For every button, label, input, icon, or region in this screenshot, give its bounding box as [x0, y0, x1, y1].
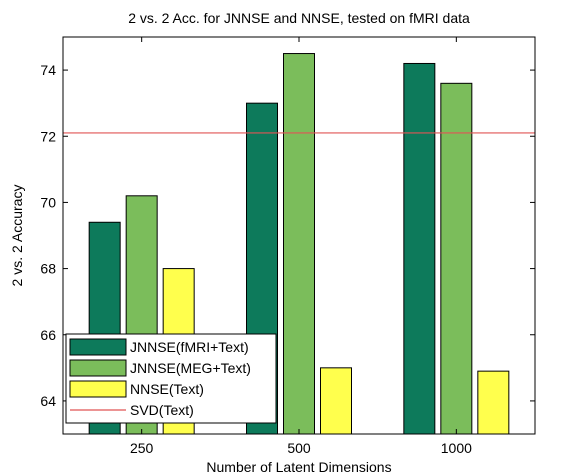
bar-2-1000: [440, 82, 473, 435]
x-axis: 250 500 1000: [130, 37, 472, 456]
y-axis: 64 66 68 70 72 74: [40, 62, 535, 409]
bar-2-500: [283, 53, 315, 435]
legend-label-3: NNSE(Text): [130, 381, 204, 397]
bar-3-1000: [477, 370, 510, 435]
bar-3-500: [320, 367, 352, 435]
y-tick-label: 74: [40, 62, 56, 78]
bar-1-1000: [403, 62, 436, 435]
y-tick-label: 64: [40, 393, 56, 409]
chart-title: 2 vs. 2 Acc. for JNNSE and NNSE, tested …: [128, 10, 470, 26]
y-axis-label: 2 vs. 2 Accuracy: [9, 185, 25, 287]
x-axis-label: Number of Latent Dimensions: [206, 459, 391, 475]
legend-swatch-1: [69, 338, 127, 356]
legend-label-1: JNNSE(fMRI+Text): [130, 339, 249, 355]
x-tick-label: 500: [287, 440, 311, 456]
y-tick-label: 68: [40, 261, 56, 277]
legend-label-4: SVD(Text): [130, 402, 194, 418]
legend-label-2: JNNSE(MEG+Text): [130, 360, 251, 376]
x-tick-label: 1000: [441, 440, 472, 456]
legend-swatch-2: [69, 359, 127, 377]
legend: JNNSE(fMRI+Text) JNNSE(MEG+Text) NNSE(Text…: [65, 333, 277, 424]
legend-items: JNNSE(fMRI+Text) JNNSE(MEG+Text) NNSE(Text…: [69, 338, 251, 418]
y-tick-label: 72: [40, 128, 56, 144]
x-tick-label: 250: [130, 440, 154, 456]
y-tick-label: 70: [40, 194, 56, 210]
legend-swatch-3: [69, 380, 127, 398]
y-tick-label: 66: [40, 327, 56, 343]
